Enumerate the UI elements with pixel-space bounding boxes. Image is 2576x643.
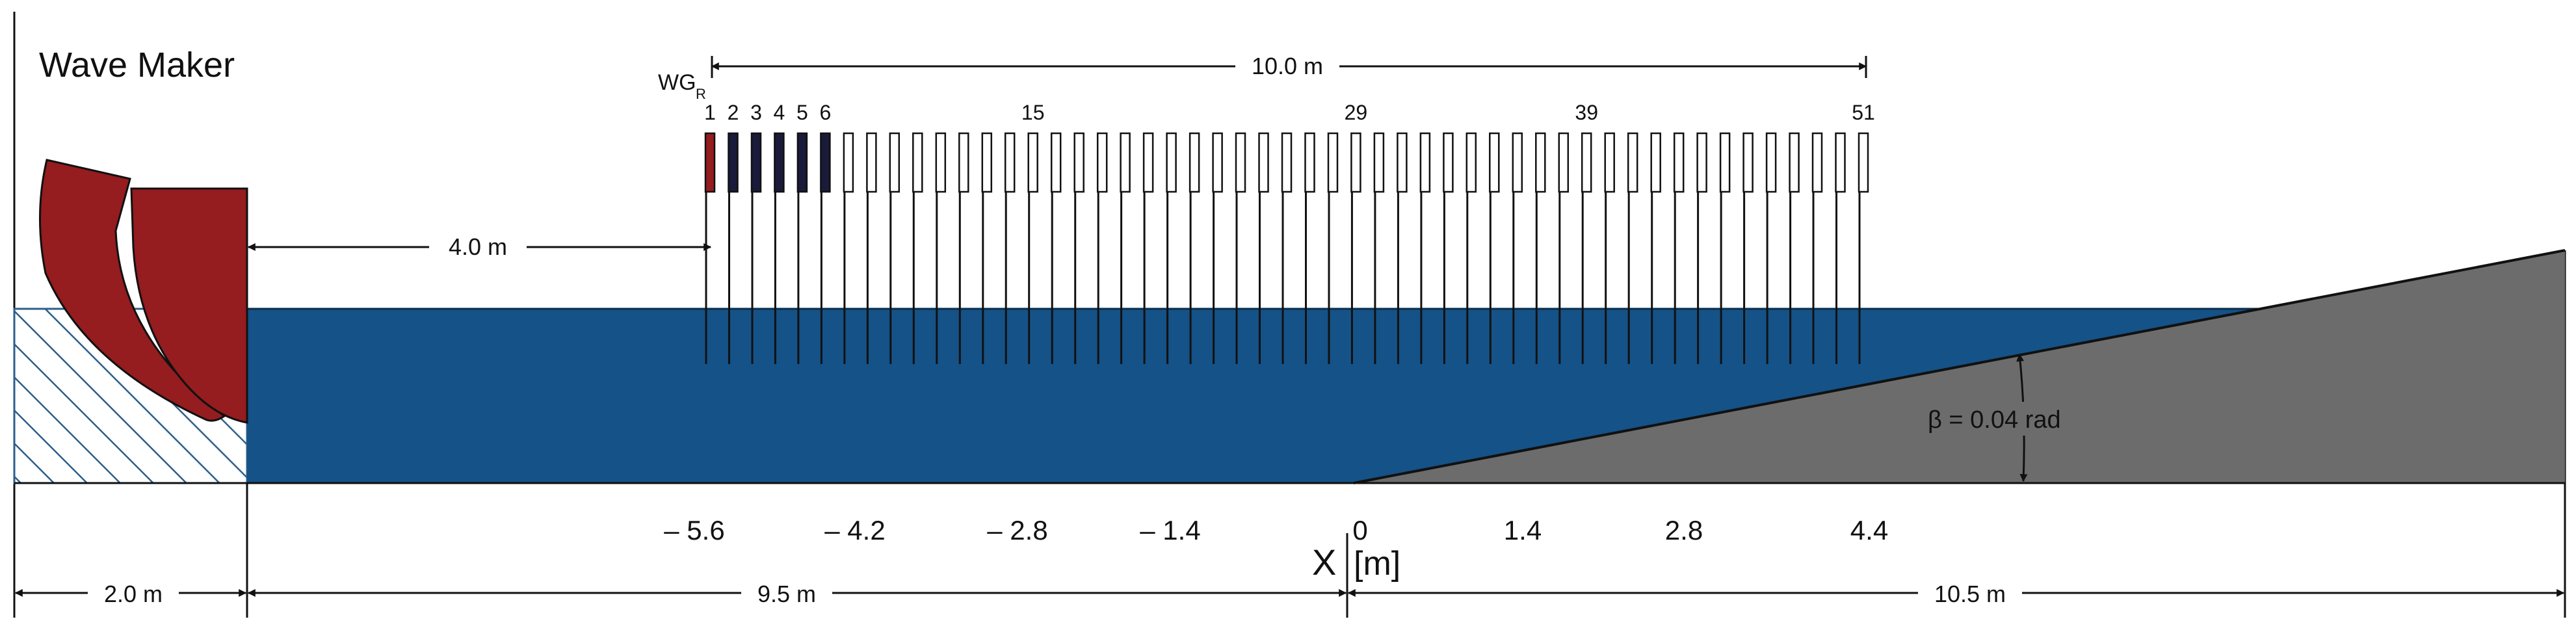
gauge-label-6: 6 bbox=[820, 101, 832, 124]
gauge-label-4: 4 bbox=[774, 101, 785, 124]
gauge-head-7 bbox=[843, 132, 854, 193]
gauge-head-40 bbox=[1604, 132, 1615, 193]
gauge-head-17 bbox=[1073, 132, 1084, 193]
gauge-head-9 bbox=[889, 132, 900, 193]
wave-gauge-array bbox=[704, 132, 1869, 364]
gauge-head-1 bbox=[704, 132, 716, 193]
gauge-label-51: 51 bbox=[1852, 101, 1875, 124]
gauge-span-label: 10.0 m bbox=[1252, 53, 1323, 79]
gauge-head-20 bbox=[1142, 132, 1154, 193]
x-axis-unit: [m] bbox=[1354, 545, 1400, 583]
gauge-head-50 bbox=[1835, 132, 1846, 193]
gauge-head-45 bbox=[1719, 132, 1731, 193]
gauge-label-39: 39 bbox=[1575, 101, 1598, 124]
gauge-head-24 bbox=[1235, 132, 1246, 193]
slope-angle-label: β = 0.04 rad bbox=[1928, 406, 2061, 434]
gauge-head-15 bbox=[1027, 132, 1038, 193]
gauge-head-2 bbox=[728, 132, 739, 193]
gauge-head-46 bbox=[1742, 132, 1754, 193]
gauge-head-26 bbox=[1281, 132, 1293, 193]
maker-width-label: 2.0 m bbox=[104, 581, 163, 607]
gauge-head-11 bbox=[935, 132, 947, 193]
gauge-head-31 bbox=[1397, 132, 1408, 193]
gauge-tag-subscript: R bbox=[696, 86, 706, 102]
gauge-head-44 bbox=[1696, 132, 1707, 193]
gauge-head-12 bbox=[958, 132, 969, 193]
gauge-head-6 bbox=[820, 132, 831, 193]
gauge-head-38 bbox=[1558, 132, 1570, 193]
gauge-head-14 bbox=[1004, 132, 1016, 193]
gauge-head-5 bbox=[796, 132, 808, 193]
slope-length-label: 10.5 m bbox=[1934, 581, 2006, 607]
x-tick-label-2: – 2.8 bbox=[987, 515, 1047, 545]
x-tick-label-3: – 1.4 bbox=[1140, 515, 1200, 545]
gauge-label-2: 2 bbox=[728, 101, 739, 124]
gauge-head-49 bbox=[1811, 132, 1823, 193]
slope-surface-line bbox=[1353, 249, 2566, 484]
gauge-head-21 bbox=[1166, 132, 1177, 193]
gauge-head-27 bbox=[1304, 132, 1315, 193]
gauge-head-35 bbox=[1489, 132, 1500, 193]
gauge-head-28 bbox=[1327, 132, 1339, 193]
x-tick-label-7: 4.4 bbox=[1850, 515, 1888, 545]
x-tick-label-5: 1.4 bbox=[1504, 515, 1542, 545]
gauge-head-16 bbox=[1050, 132, 1062, 193]
gauge-head-23 bbox=[1212, 132, 1223, 193]
gauge-head-36 bbox=[1512, 132, 1523, 193]
wave-maker-title: Wave Maker bbox=[39, 46, 235, 85]
gauge-head-51 bbox=[1858, 132, 1869, 193]
gauge-label-5: 5 bbox=[796, 101, 808, 124]
wave-paddle-front bbox=[130, 187, 248, 424]
gauge-head-32 bbox=[1419, 132, 1431, 193]
gauge-head-43 bbox=[1673, 132, 1685, 193]
gauge-head-4 bbox=[774, 132, 785, 193]
x-tick-label-1: – 4.2 bbox=[824, 515, 885, 545]
x-tick-label-4: 0 bbox=[1352, 515, 1367, 545]
gauge-head-30 bbox=[1373, 132, 1385, 193]
gauge-head-29 bbox=[1350, 132, 1361, 193]
gauge-head-10 bbox=[912, 132, 923, 193]
gauge-label-29: 29 bbox=[1345, 101, 1368, 124]
gauge-head-41 bbox=[1627, 132, 1638, 193]
x-axis-tick-labels: – 5.6 – 4.2 – 2.8 – 1.4 0 1.4 2.8 4.4 bbox=[664, 515, 1888, 545]
gauge-head-13 bbox=[981, 132, 993, 193]
gauge-head-3 bbox=[750, 132, 762, 193]
gauge-label-3: 3 bbox=[750, 101, 762, 124]
gauge-tag: WG bbox=[658, 70, 696, 95]
gauge-label-1: 1 bbox=[704, 101, 716, 124]
x-tick-label-6: 2.8 bbox=[1665, 515, 1703, 545]
gauge-head-37 bbox=[1535, 132, 1546, 193]
gauge-head-39 bbox=[1581, 132, 1592, 193]
gauge-head-47 bbox=[1765, 132, 1777, 193]
wave-paddle-back bbox=[39, 159, 226, 422]
x-tick-label-0: – 5.6 bbox=[664, 515, 724, 545]
gauge-label-15: 15 bbox=[1021, 101, 1045, 124]
wave-gauge-label-group: 1 2 3 4 5 6 15 29 39 51 bbox=[704, 101, 1875, 124]
gauge-head-33 bbox=[1443, 132, 1454, 193]
gauge-head-42 bbox=[1650, 132, 1661, 193]
gauge-head-48 bbox=[1789, 132, 1800, 193]
gauge-head-22 bbox=[1189, 132, 1200, 193]
gauge-head-25 bbox=[1258, 132, 1269, 193]
x-axis-label: X bbox=[1312, 542, 1336, 583]
gauge-head-8 bbox=[866, 132, 877, 193]
flat-length-label: 9.5 m bbox=[757, 581, 816, 607]
gauge-head-19 bbox=[1120, 132, 1131, 193]
gauge-head-34 bbox=[1465, 132, 1477, 193]
maker-to-gauge-label: 4.0 m bbox=[449, 233, 507, 260]
gauge-head-18 bbox=[1096, 132, 1108, 193]
